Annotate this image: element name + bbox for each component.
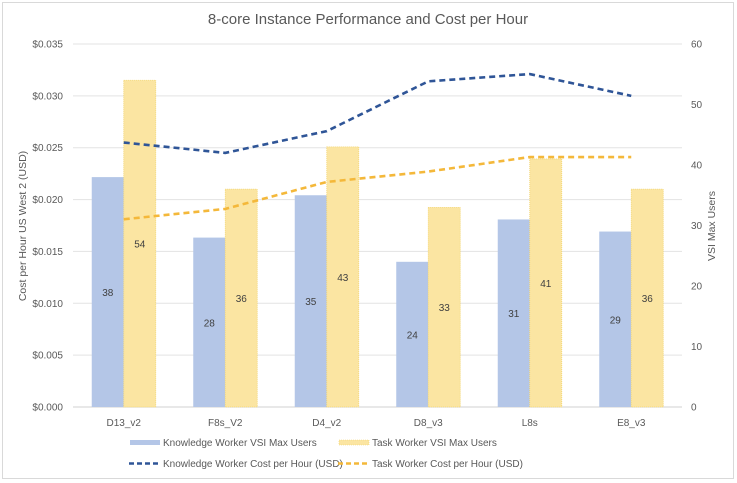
data-label: 36 (236, 294, 248, 305)
data-label: 29 (610, 315, 622, 326)
legend-label: Task Worker Cost per Hour (USD) (372, 459, 523, 470)
left-tick-label: $0.015 (32, 247, 63, 258)
x-tick-label: F8s_V2 (208, 418, 243, 429)
data-label: 38 (102, 288, 114, 299)
right-tick-label: 40 (691, 161, 703, 172)
data-label: 41 (540, 279, 552, 290)
x-tick-label: D8_v3 (414, 418, 443, 429)
bar-knowledge-L8s (497, 219, 530, 407)
line-task-cost (123, 155, 632, 221)
left-tick-label: $0.030 (32, 91, 63, 102)
x-tick-label: E8_v3 (617, 418, 646, 429)
x-tick-label: L8s (522, 418, 538, 429)
right-tick-label: 60 (691, 40, 703, 51)
legend-item: Task Worker VSI Max Users (338, 438, 497, 449)
bar-knowledge-D4_v2 (294, 195, 327, 407)
right-axis-ticks: 0 10 20 30 40 50 60 (691, 40, 703, 414)
left-tick-label: $0.020 (32, 195, 63, 206)
data-label: 28 (204, 318, 216, 329)
bar-knowledge-D8_v3 (396, 261, 429, 407)
x-tick-label: D4_v2 (312, 418, 341, 429)
bar-task-E8_v3 (630, 188, 664, 408)
bar-knowledge-E8_v3 (599, 231, 632, 407)
left-tick-label: $0.000 (32, 403, 63, 414)
bar-knowledge-D13_v2 (91, 177, 124, 407)
legend-label: Task Worker VSI Max Users (372, 438, 497, 449)
bar-task-D4_v2 (326, 146, 360, 408)
bar-knowledge-F8s_V2 (193, 237, 226, 407)
legend-label: Knowledge Worker VSI Max Users (163, 438, 317, 449)
left-axis-ticks: $0.000 $0.005 $0.010 $0.015 $0.020 $0.025 $0.0… (32, 40, 63, 414)
legend-label: Knowledge Worker Cost per Hour (USD) (163, 459, 343, 470)
lines (123, 72, 632, 221)
right-tick-label: 30 (691, 221, 703, 232)
x-tick-label: D13_v2 (107, 418, 142, 429)
data-label: 43 (337, 273, 349, 284)
left-tick-label: $0.010 (32, 299, 63, 310)
data-label: 54 (134, 240, 146, 251)
data-label: 35 (305, 297, 317, 308)
bar-task-L8s (529, 158, 563, 408)
legend-item: Task Worker Cost per Hour (USD) (338, 459, 523, 470)
data-label: 24 (407, 330, 419, 341)
right-tick-label: 0 (691, 403, 697, 414)
legend-item: Knowledge Worker VSI Max Users (130, 438, 317, 449)
bar-task-F8s_V2 (224, 188, 258, 408)
data-labels: 38 28 35 24 31 29 54 36 43 33 41 36 (102, 240, 653, 342)
x-axis-ticks: D13_v2 F8s_V2 D4_v2 D8_v3 L8s E8_v3 (107, 418, 646, 429)
data-label: 31 (508, 309, 520, 320)
line-knowledge-cost (123, 72, 632, 155)
right-tick-label: 50 (691, 100, 703, 111)
left-axis-title: Cost per Hour US West 2 (USD) (17, 151, 29, 301)
left-tick-label: $0.025 (32, 143, 63, 154)
chart-title: 8-core Instance Performance and Cost per… (208, 11, 528, 28)
right-tick-label: 10 (691, 342, 703, 353)
legend-item: Knowledge Worker Cost per Hour (USD) (129, 459, 343, 470)
bars (91, 79, 664, 408)
legend-swatch (338, 439, 370, 446)
legend-swatch (130, 440, 160, 445)
bar-task-D8_v3 (427, 206, 461, 408)
bar-task-D13_v2 (123, 79, 157, 408)
data-label: 36 (642, 294, 654, 305)
right-tick-label: 20 (691, 282, 703, 293)
gridlines (73, 43, 682, 408)
legend: Knowledge Worker VSI Max Users Task Worke… (129, 438, 523, 470)
left-tick-label: $0.035 (32, 40, 63, 51)
data-label: 33 (439, 303, 451, 314)
left-tick-label: $0.005 (32, 351, 63, 362)
right-axis-title: VSI Max Users (706, 191, 718, 261)
